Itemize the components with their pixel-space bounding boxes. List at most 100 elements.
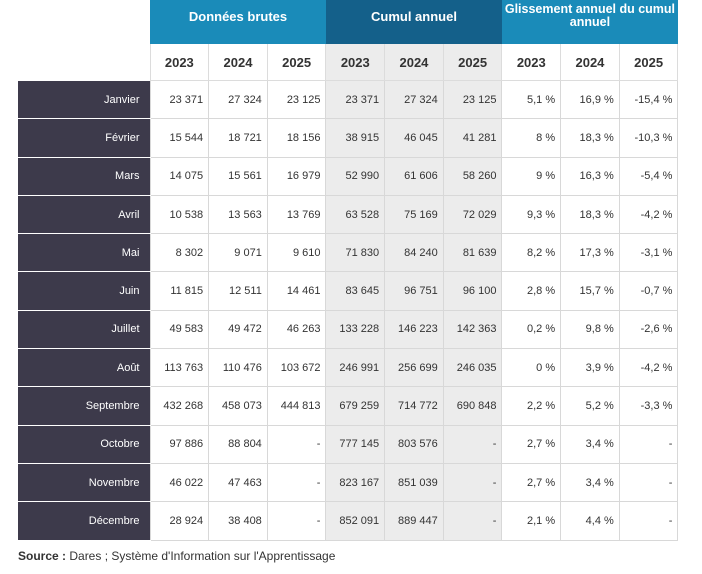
- cumulative-value-cell: 803 576: [384, 424, 444, 464]
- month-label: Avril: [18, 194, 150, 235]
- raw-value-cell: 47 463: [208, 462, 268, 503]
- year-header: 2023: [149, 44, 210, 81]
- table-row: Mai 8 302 9 071 9 610 71 830 84 240 81 639 8,2 …: [18, 233, 679, 273]
- raw-value-cell: 16 979: [266, 156, 327, 196]
- year-header: 2024: [208, 44, 268, 81]
- cumulative-value-cell: 246 035: [442, 348, 503, 388]
- cumulative-value-cell: -: [442, 424, 503, 464]
- month-label: Décembre: [18, 501, 150, 541]
- source-text: Dares ; Système d'Information sur l'Appr…: [66, 549, 336, 563]
- raw-value-cell: 49 583: [149, 309, 210, 350]
- yoy-value-cell: 15,7 %: [560, 271, 620, 311]
- raw-value-cell: 444 813: [266, 386, 327, 426]
- group-header-raw: Données brutes: [150, 0, 326, 44]
- yoy-value-cell: 2,2 %: [501, 386, 562, 426]
- year-header: 2025: [266, 44, 327, 81]
- cumulative-value-cell: 714 772: [384, 386, 444, 426]
- raw-value-cell: 23 371: [149, 79, 210, 120]
- cumulative-value-cell: 27 324: [384, 79, 444, 120]
- cumulative-value-cell: 75 169: [384, 194, 444, 235]
- yoy-value-cell: -15,4 %: [618, 79, 679, 120]
- cumulative-value-cell: 146 223: [384, 309, 444, 350]
- cumulative-value-cell: 679 259: [325, 386, 386, 426]
- cumulative-value-cell: 84 240: [384, 233, 444, 273]
- table-row: Janvier 23 371 27 324 23 125 23 371 27 324 23 …: [18, 79, 679, 120]
- cumulative-value-cell: 690 848: [442, 386, 503, 426]
- cumulative-value-cell: -: [442, 462, 503, 503]
- raw-value-cell: 113 763: [149, 348, 210, 388]
- yoy-value-cell: -0,7 %: [618, 271, 679, 311]
- raw-value-cell: 12 511: [208, 271, 268, 311]
- yoy-value-cell: 9 %: [501, 156, 562, 196]
- yoy-value-cell: 3,4 %: [560, 462, 620, 503]
- yoy-value-cell: 8 %: [501, 118, 562, 158]
- raw-value-cell: 15 561: [208, 156, 268, 196]
- table-row: Novembre 46 022 47 463-823 167 851 039-2,7 …: [18, 462, 679, 503]
- year-header: 2024: [384, 44, 444, 81]
- yoy-value-cell: -: [618, 424, 679, 464]
- raw-value-cell: 8 302: [149, 233, 210, 273]
- data-table: Données brutes Cumul annuel Glissement a…: [18, 0, 679, 541]
- raw-value-cell: 432 268: [149, 386, 210, 426]
- raw-value-cell: 46 022: [149, 462, 210, 503]
- raw-value-cell: 13 563: [208, 194, 268, 235]
- yoy-value-cell: 2,8 %: [501, 271, 562, 311]
- cumulative-value-cell: -: [442, 501, 503, 541]
- raw-value-cell: 38 408: [208, 501, 268, 541]
- yoy-value-cell: 16,9 %: [560, 79, 620, 120]
- cumulative-value-cell: 71 830: [325, 233, 386, 273]
- month-label: Novembre: [18, 462, 150, 503]
- yoy-value-cell: 0 %: [501, 348, 562, 388]
- cumulative-value-cell: 83 645: [325, 271, 386, 311]
- raw-value-cell: 97 886: [149, 424, 210, 464]
- month-label: Mai: [18, 233, 150, 273]
- yoy-value-cell: 2,7 %: [501, 424, 562, 464]
- table-row: Août 113 763 110 476 103 672 246 991 256 699 2…: [18, 348, 679, 388]
- cumulative-value-cell: 63 528: [325, 194, 386, 235]
- month-label: Septembre: [18, 386, 150, 426]
- yoy-value-cell: 9,3 %: [501, 194, 562, 235]
- corner-cell: [18, 44, 150, 81]
- cumulative-value-cell: 851 039: [384, 462, 444, 503]
- yoy-value-cell: 2,1 %: [501, 501, 562, 541]
- cumulative-value-cell: 61 606: [384, 156, 444, 196]
- year-header: 2023: [325, 44, 386, 81]
- year-header: 2025: [618, 44, 679, 81]
- cumulative-value-cell: 72 029: [442, 194, 503, 235]
- yoy-value-cell: -2,6 %: [618, 309, 679, 350]
- table-row: Février 15 544 18 721 18 156 38 915 46 045 41 …: [18, 118, 679, 158]
- group-header-cumulative: Cumul annuel: [325, 0, 502, 44]
- year-header: 2023: [501, 44, 562, 81]
- cumulative-value-cell: 23 371: [325, 79, 386, 120]
- yoy-value-cell: 18,3 %: [560, 118, 620, 158]
- raw-value-cell: 15 544: [149, 118, 210, 158]
- yoy-value-cell: -3,3 %: [618, 386, 679, 426]
- cumulative-value-cell: 256 699: [384, 348, 444, 388]
- raw-value-cell: -: [266, 424, 327, 464]
- cumulative-value-cell: 777 145: [325, 424, 386, 464]
- year-header-row: 2023 2024 2025 2023 2024 2025 2023 2024 …: [18, 44, 679, 81]
- cumulative-value-cell: 823 167: [325, 462, 386, 503]
- raw-value-cell: 14 075: [149, 156, 210, 196]
- yoy-value-cell: -4,2 %: [618, 194, 679, 235]
- month-label: Juin: [18, 271, 150, 311]
- source-label: Source :: [18, 549, 67, 563]
- cumulative-value-cell: 52 990: [325, 156, 386, 196]
- table-row: Avril 10 538 13 563 13 769 63 528 75 169 72 02…: [18, 194, 679, 235]
- cumulative-value-cell: 41 281: [442, 118, 503, 158]
- raw-value-cell: 110 476: [208, 348, 268, 388]
- yoy-value-cell: 3,9 %: [560, 348, 620, 388]
- cumulative-value-cell: 246 991: [325, 348, 386, 388]
- yoy-value-cell: -5,4 %: [618, 156, 679, 196]
- yoy-value-cell: -4,2 %: [618, 348, 679, 388]
- yoy-value-cell: 17,3 %: [560, 233, 620, 273]
- year-header: 2025: [442, 44, 503, 81]
- raw-value-cell: 458 073: [208, 386, 268, 426]
- yoy-value-cell: 4,4 %: [560, 501, 620, 541]
- raw-value-cell: 88 804: [208, 424, 268, 464]
- table-row: Décembre 28 924 38 408-852 091 889 447-2,1 …: [18, 501, 679, 541]
- month-label: Août: [18, 348, 150, 388]
- table-row: Septembre 432 268 458 073 444 813 679 259 714…: [18, 386, 679, 426]
- cumulative-value-cell: 142 363: [442, 309, 503, 350]
- month-label: Février: [18, 118, 150, 158]
